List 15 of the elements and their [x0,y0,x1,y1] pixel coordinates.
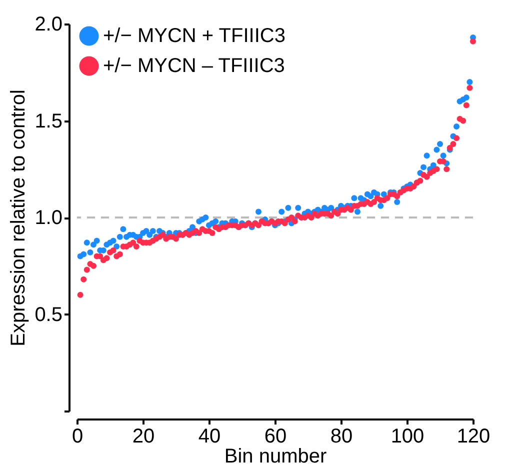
x-tick-label: 20 [132,426,155,448]
y-tick-label: 1.5 [34,110,62,132]
x-tick-label: 60 [264,426,287,448]
x-axis-title: Bin number [224,446,327,468]
x-tick-label: 120 [456,426,490,448]
y-axis-title: Expression relative to control [8,90,30,346]
y-tick-label: 0.5 [34,304,62,326]
y-tick-label: 1.0 [34,207,62,229]
x-tick-label: 80 [330,426,353,448]
y-tick-label: 2.0 [34,14,62,36]
legend-label: +/− MYCN – TFIIIC3 [103,55,285,77]
x-tick-label: 40 [198,426,221,448]
legend-label: +/− MYCN + TFIIIC3 [103,25,286,47]
x-tick-label: 100 [390,426,424,448]
x-tick-label: 0 [72,426,84,448]
